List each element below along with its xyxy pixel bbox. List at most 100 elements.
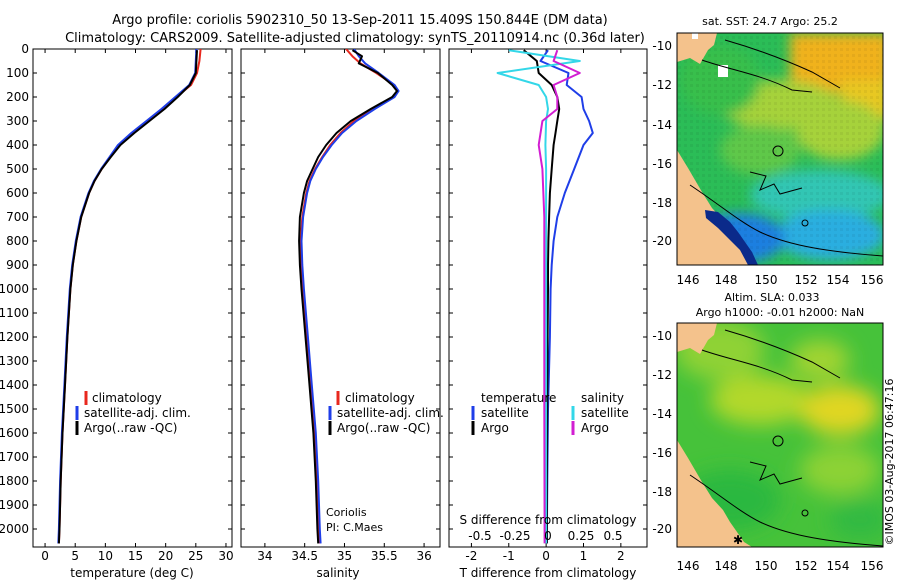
map-lat-tick: -14 <box>652 118 672 132</box>
x-tick-label: 20 <box>158 549 173 563</box>
map-lat-tick: -12 <box>652 78 672 92</box>
depth-tick-label: 700 <box>6 210 29 224</box>
map-lon-tick: 146 <box>677 273 700 287</box>
salinity-legend: climatology satellite-adj. clim. Argo(..… <box>328 391 444 435</box>
depth-tick-label: 1700 <box>0 450 29 464</box>
sla-map: Altim. SLA: 0.033 Argo h1000: -0.01 h200… <box>652 291 884 573</box>
map-lat-tick: -20 <box>652 522 672 536</box>
difference-x-label: T difference from climatology <box>459 566 637 580</box>
depth-tick-label: 1500 <box>0 402 29 416</box>
x-tick-label: 10 <box>98 549 113 563</box>
s-tick-label: 0.25 <box>568 529 595 543</box>
depth-tick-label: 1300 <box>0 354 29 368</box>
legend-satellite-label: satellite-adj. clim. <box>84 406 191 420</box>
series-line-argo-raw-qc- <box>57 50 198 544</box>
map-lon-tick: 154 <box>827 273 850 287</box>
x-tick-label: -2 <box>465 549 477 563</box>
temperature-axes-frame <box>32 48 233 548</box>
salinity-x-ticks: 34 34.5 35 35.5 36 <box>257 49 432 563</box>
salinity-panel: 34 34.5 35 35.5 36 salinity climatology sate… <box>240 48 444 580</box>
sst-map-y-ticks: -10 -12 -14 -16 -18 -20 <box>652 39 672 248</box>
x-tick-label: -1 <box>503 549 515 563</box>
s-tick-label: 0.5 <box>603 529 622 543</box>
depth-tick-label: 1800 <box>0 474 29 488</box>
x-tick-label: 0 <box>542 549 550 563</box>
title-line-2: Climatology: CARS2009. Satellite-adjuste… <box>65 31 645 46</box>
series-line-satellite-adj-clim- <box>57 49 198 544</box>
map-lat-tick: -16 <box>652 446 672 460</box>
legend-s-satellite-label: satellite <box>581 406 629 420</box>
depth-tick-label: 600 <box>6 186 29 200</box>
difference-curves <box>496 49 594 544</box>
map-lon-tick: 146 <box>677 559 700 573</box>
legend-t-satellite-label: satellite <box>481 406 529 420</box>
x-tick-label: 0 <box>41 549 49 563</box>
temperature-depth-ticks: 0 100 200 300 400 500 600 700 800 900 1000 1100 1200… <box>0 42 232 536</box>
sst-map: sat. SST: 24.7 Argo: 25.2 <box>652 15 884 287</box>
x-tick-label: 35 <box>337 549 352 563</box>
x-tick-label: 34.5 <box>291 549 318 563</box>
map-lat-tick: -10 <box>652 329 672 343</box>
map-lat-tick: -12 <box>652 368 672 382</box>
s-tick-label: 0 <box>544 529 552 543</box>
series-line-climatology <box>57 49 202 544</box>
series-line-salinity-argo <box>537 49 581 544</box>
salinity-depth-tickmarks <box>241 48 440 530</box>
legend-argo-label: Argo(..raw -QC) <box>84 421 177 435</box>
map-lon-tick: 152 <box>795 273 818 287</box>
temperature-x-label: temperature (deg C) <box>70 566 193 580</box>
difference-s-ticks: -0.5 -0.25 0 0.25 0.5 <box>468 529 622 543</box>
salinity-note-pi: PI: C.Maes <box>326 521 383 534</box>
series-line-temperature-argo <box>523 49 561 544</box>
map-lat-tick: -20 <box>652 234 672 248</box>
salinity-axes-frame <box>240 48 441 548</box>
depth-tick-label: 0 <box>21 42 29 56</box>
x-tick-label: 15 <box>128 549 143 563</box>
argo-position-star: ✱ <box>733 533 743 547</box>
temperature-panel: 0100200300400500600700800900100011001200… <box>0 42 234 580</box>
depth-tick-label: 200 <box>6 90 29 104</box>
sla-map-image: ✱ <box>677 323 883 547</box>
map-lon-tick: 156 <box>861 559 884 573</box>
legend-salinity-title: salinity <box>581 391 624 405</box>
map-lon-tick: 150 <box>755 273 778 287</box>
x-tick-label: 25 <box>188 549 203 563</box>
x-tick-label: 5 <box>71 549 79 563</box>
sla-map-title-2: Argo h1000: -0.01 h2000: NaN <box>696 306 865 319</box>
sla-map-y-ticks: -10 -12 -14 -16 -18 -20 <box>652 329 672 536</box>
difference-x-ticks: -2 -1 0 1 2 <box>465 49 625 563</box>
depth-tick-label: 1400 <box>0 378 29 392</box>
series-line-salinity-satellite <box>496 49 581 544</box>
map-lon-tick: 148 <box>715 559 738 573</box>
map-lat-tick: -10 <box>652 39 672 53</box>
depth-tick-label: 100 <box>6 66 29 80</box>
credit-text: ©IMOS 03-Aug-2017 06:47:16 <box>883 379 896 546</box>
legend-climatology-label: climatology <box>345 391 415 405</box>
map-lat-tick: -16 <box>652 157 672 171</box>
legend-argo-label: Argo(..raw -QC) <box>337 421 430 435</box>
difference-panel: -2 -1 0 1 2 S difference from climatology -0… <box>448 48 648 580</box>
temperature-legend: climatology satellite-adj. clim. Argo(..… <box>75 391 191 435</box>
difference-axes-frame <box>448 48 648 548</box>
depth-tick-label: 1100 <box>0 306 29 320</box>
x-tick-label: 35.5 <box>371 549 398 563</box>
title-line-1: Argo profile: coriolis 5902310_50 13-Sep… <box>112 13 608 28</box>
x-tick-label: 1 <box>580 549 588 563</box>
x-tick-label: 2 <box>617 549 625 563</box>
x-tick-label: 36 <box>416 549 431 563</box>
s-tick-label: -0.5 <box>468 529 491 543</box>
s-tick-label: -0.25 <box>499 529 530 543</box>
depth-tick-label: 1000 <box>0 282 29 296</box>
map-lon-tick: 156 <box>861 273 884 287</box>
legend-s-argo-label: Argo <box>581 421 609 435</box>
map-lat-tick: -18 <box>652 196 672 210</box>
depth-tick-label: 1600 <box>0 426 29 440</box>
depth-tick-label: 1200 <box>0 330 29 344</box>
map-lon-tick: 154 <box>827 559 850 573</box>
depth-tick-label: 500 <box>6 162 29 176</box>
x-tick-label: 30 <box>218 549 233 563</box>
depth-tick-label: 1900 <box>0 498 29 512</box>
depth-tick-label: 800 <box>6 234 29 248</box>
temperature-curves <box>57 49 202 544</box>
depth-tick-label: 900 <box>6 258 29 272</box>
